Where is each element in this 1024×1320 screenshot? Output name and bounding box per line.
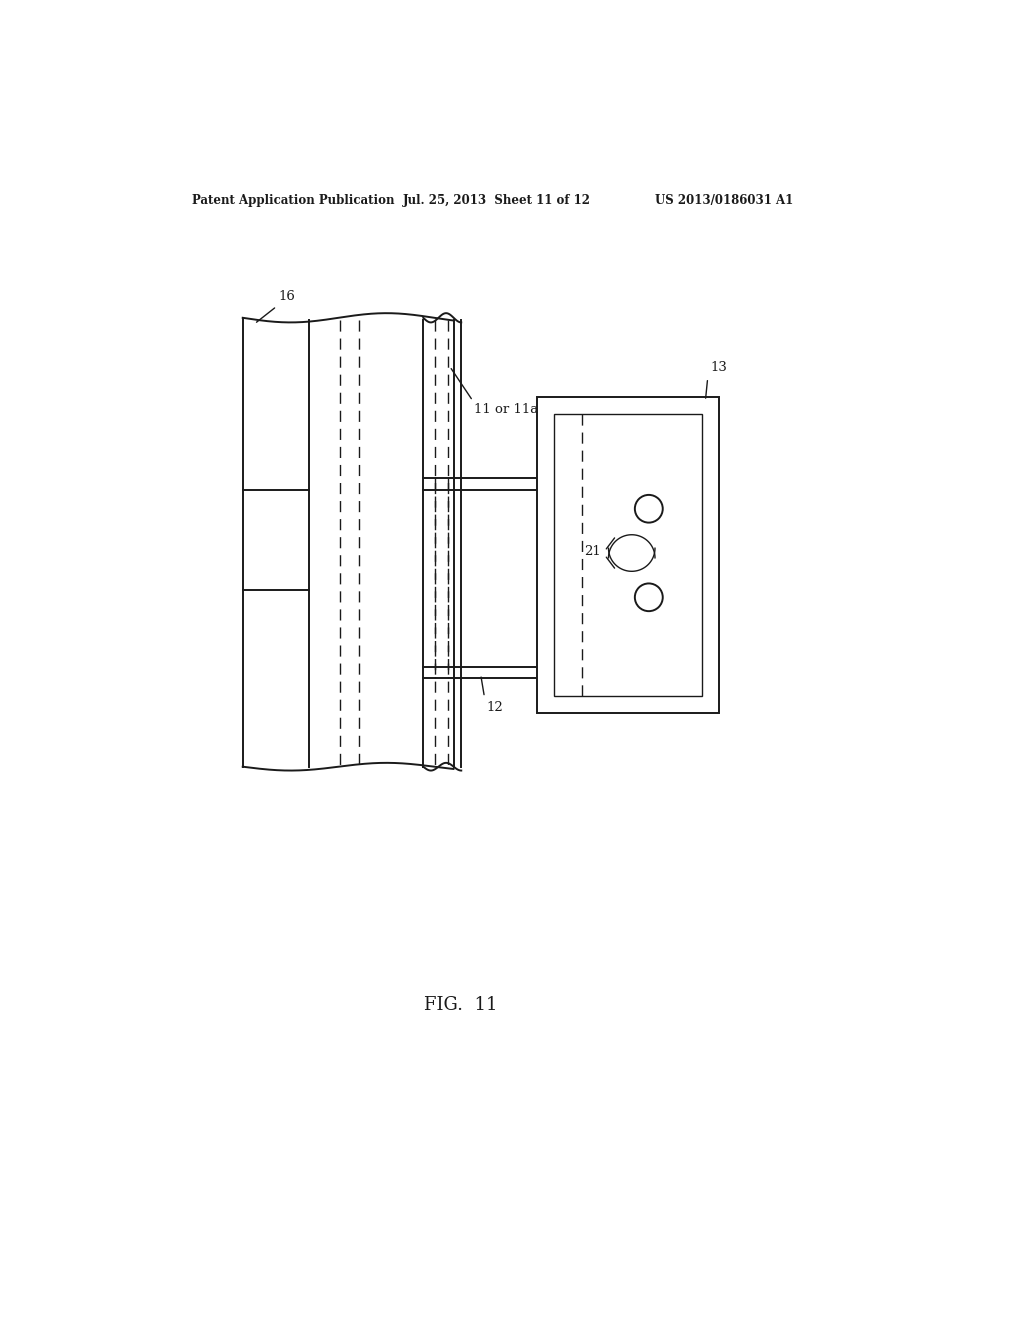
Text: 11 or 11a: 11 or 11a — [474, 404, 539, 416]
Text: Patent Application Publication: Patent Application Publication — [193, 194, 395, 207]
Text: 21: 21 — [584, 545, 600, 557]
Text: 13: 13 — [711, 360, 728, 374]
Bar — [538, 397, 719, 713]
Text: US 2013/0186031 A1: US 2013/0186031 A1 — [655, 194, 794, 207]
Text: Jul. 25, 2013  Sheet 11 of 12: Jul. 25, 2013 Sheet 11 of 12 — [403, 194, 591, 207]
Bar — [554, 414, 701, 696]
Text: 16: 16 — [279, 290, 295, 304]
Text: FIG.  11: FIG. 11 — [425, 997, 498, 1014]
Text: 12: 12 — [486, 701, 503, 714]
